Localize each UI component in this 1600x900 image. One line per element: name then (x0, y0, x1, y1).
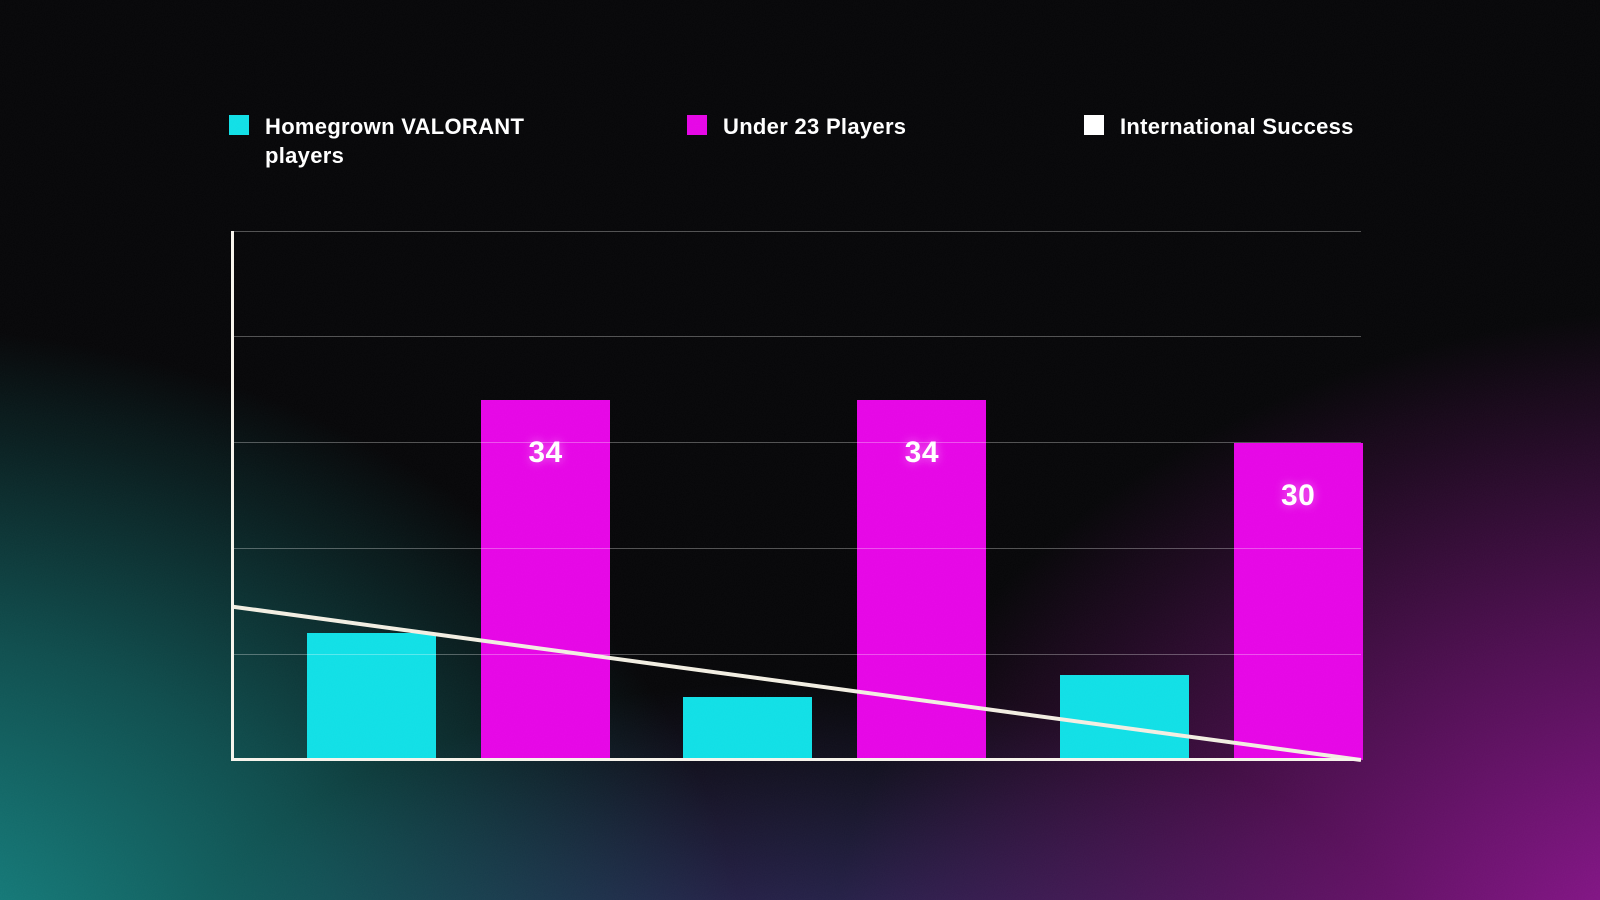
legend-item-international: International Success (1084, 112, 1354, 141)
legend-swatch-cyan-icon (229, 115, 249, 135)
y-axis-line (231, 231, 234, 760)
x-axis-line (231, 758, 1361, 761)
legend-swatch-white-icon (1084, 115, 1104, 135)
legend-label: Under 23 Players (723, 114, 907, 139)
legend-item-homegrown: Homegrown VALORANT players (229, 112, 560, 170)
plot-area: 01020304050343430 (231, 230, 1363, 762)
legend-label: International Success (1120, 114, 1354, 139)
legend-swatch-magenta-icon (687, 115, 707, 135)
legend-item-under23: Under 23 Players (687, 112, 906, 141)
legend-label: Homegrown VALORANT players (265, 114, 525, 168)
line-series-international-success (231, 604, 1362, 762)
